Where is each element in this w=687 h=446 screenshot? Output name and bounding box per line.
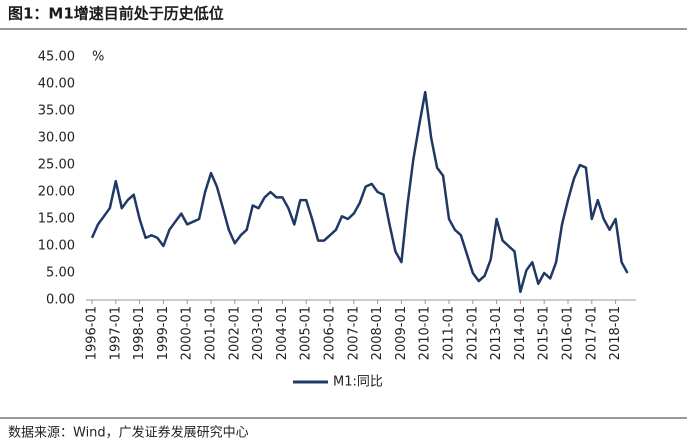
x-tick-label: 2001-01 [204, 306, 219, 360]
x-tick-label: 1997-01 [108, 306, 123, 360]
x-tick-label: 2007-01 [346, 306, 361, 360]
x-tick-label: 2010-01 [418, 306, 433, 360]
y-unit: % [92, 50, 104, 65]
source: 数据来源：Wind，广发证券发展研究中心 [8, 425, 249, 441]
y-tick-label: 15.00 [38, 212, 75, 227]
x-tick-label: 2006-01 [323, 306, 338, 360]
y-tick-label: 35.00 [38, 104, 75, 119]
x-tick-label: 2013-01 [489, 306, 504, 360]
y-tick-label: 5.00 [46, 266, 75, 281]
x-tick-label: 2014-01 [513, 306, 528, 360]
x-tick-label: 2004-01 [275, 306, 290, 360]
x-tick-label: 2015-01 [537, 306, 552, 360]
x-tick-label: 2011-01 [442, 306, 457, 360]
x-tick-label: 2000-01 [180, 306, 195, 360]
x-tick-label: 1998-01 [132, 306, 147, 360]
x-tick-label: 2003-01 [251, 306, 266, 360]
x-tick-label: 2008-01 [370, 306, 385, 360]
y-tick-label: 30.00 [38, 131, 75, 146]
y-tick-label: 10.00 [38, 239, 75, 254]
y-tick-label: 20.00 [38, 185, 75, 200]
x-tick-label: 2009-01 [394, 306, 409, 360]
chart-title: 图1：M1增速目前处于历史低位 [8, 5, 224, 23]
y-tick-label: 25.00 [38, 158, 75, 173]
x-tick-label: 2005-01 [299, 306, 314, 360]
x-tick-label: 2016-01 [561, 306, 576, 360]
series-line [90, 90, 629, 294]
y-tick-label: 45.00 [38, 50, 75, 65]
x-tick-label: 2017-01 [584, 306, 599, 360]
x-tick-label: 2002-01 [227, 306, 242, 360]
legend-label: M1:同比 [333, 375, 383, 390]
x-tick-label: 1996-01 [85, 306, 100, 360]
y-tick-label: 0.00 [46, 293, 75, 308]
x-tick-label: 2012-01 [465, 306, 480, 360]
x-tick-label: 2018-01 [608, 306, 623, 360]
x-tick-label: 1999-01 [156, 306, 171, 360]
y-tick-label: 40.00 [38, 77, 75, 92]
